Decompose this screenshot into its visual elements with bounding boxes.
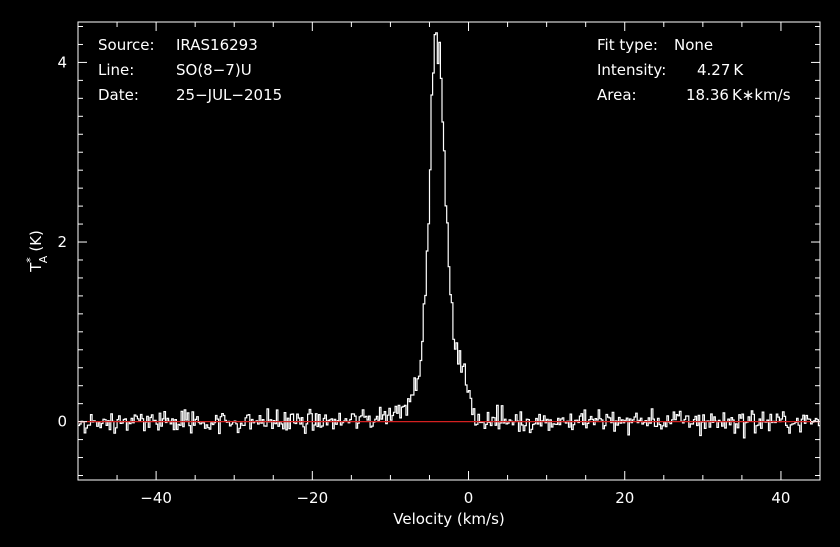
x-tick-label: −20 — [296, 489, 328, 507]
info-intensity-label: Intensity: — [597, 61, 666, 79]
series-layer — [78, 32, 820, 439]
x-tick-label: 40 — [771, 489, 790, 507]
svg-text:T*A(K): T*A (K) — [24, 230, 50, 273]
info-date-value: 25−JUL−2015 — [176, 86, 282, 104]
x-tick-label: 20 — [615, 489, 634, 507]
y-axis-title-unit: (K) — [27, 230, 45, 252]
info-intensity-value: 4.27 K — [697, 61, 744, 79]
y-axis-title-sub: A — [37, 255, 50, 263]
info-source-label: Source: — [98, 36, 155, 54]
y-tick-label: 4 — [57, 53, 67, 71]
info-area-label: Area: — [597, 86, 637, 104]
x-tick-label: −40 — [140, 489, 172, 507]
y-tick-label: 2 — [57, 233, 67, 251]
info-area-value: 18.36 K∗km/s — [686, 86, 791, 104]
y-axis-title: T*A (K) — [24, 230, 50, 273]
y-tick-label: 0 — [57, 413, 67, 431]
info-line-label: Line: — [98, 61, 134, 79]
info-fit-type-value: None — [674, 36, 713, 54]
plot-frame — [77, 21, 821, 481]
info-source-value: IRAS16293 — [176, 36, 258, 54]
ticks-layer: −40 −20 0 20 40 0 2 4 — [57, 22, 821, 507]
x-tick-label: 0 — [464, 489, 474, 507]
spectrum-line — [78, 32, 820, 439]
y-axis-title-sup: * — [24, 257, 37, 263]
y-axis-title-main: T — [27, 262, 45, 273]
info-line-value: SO(8−7)U — [176, 61, 252, 79]
info-fit-type-label: Fit type: — [597, 36, 658, 54]
info-date-label: Date: — [98, 86, 139, 104]
x-axis-title: Velocity (km/s) — [393, 510, 504, 528]
